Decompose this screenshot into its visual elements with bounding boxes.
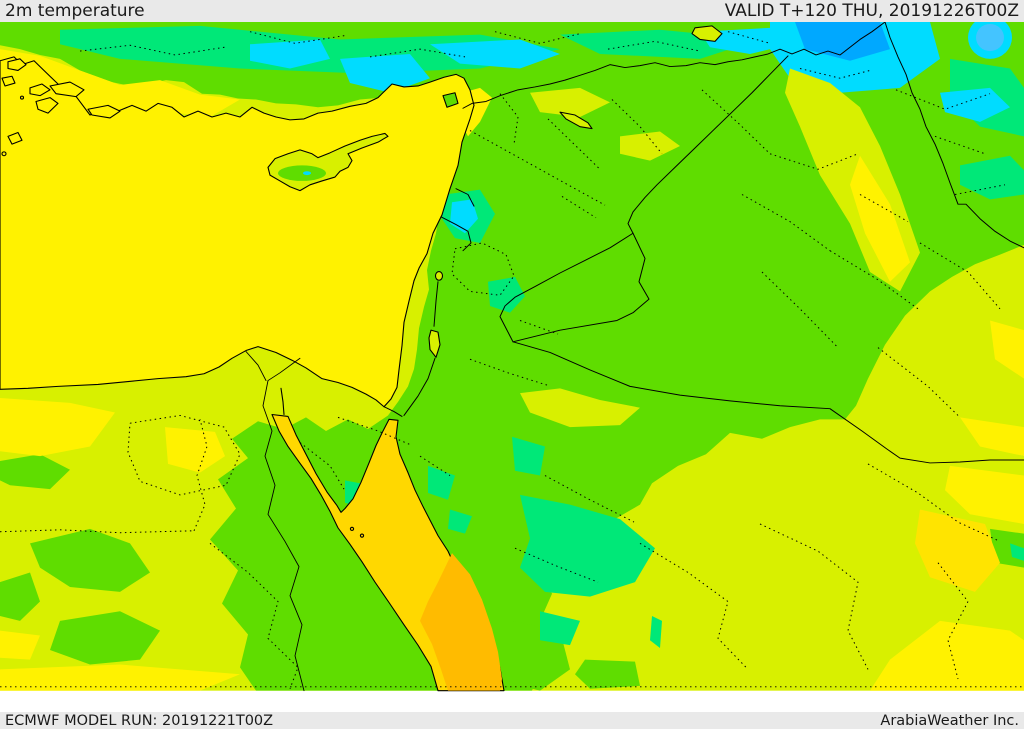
chart-syria-1 <box>530 87 610 117</box>
red-sea-layer <box>271 387 505 692</box>
yellow-egypt-cairo <box>165 427 225 473</box>
spring-saudi-west-2 <box>520 494 655 597</box>
temperature-map <box>0 22 1024 712</box>
red-sea-islet-2 <box>359 533 365 538</box>
spring-tabuk-1 <box>428 465 455 500</box>
spring-jabal-druze <box>488 276 525 313</box>
lakes-layer <box>428 25 723 358</box>
spring-ne-2 <box>960 155 1024 200</box>
green-egypt-west-4 <box>0 454 70 490</box>
turkey-lake-east <box>691 25 723 42</box>
small-island-dot-2 <box>1 151 7 157</box>
spring-saudi-west-1 <box>512 436 545 476</box>
spring-sliver <box>650 616 662 649</box>
cyan-turkey-1 <box>250 39 330 69</box>
cyan-turkey-4 <box>700 27 790 54</box>
border-lebanon-north <box>455 188 475 207</box>
chart-south-jordan <box>520 388 640 428</box>
yellow-egypt-sw-2 <box>0 630 40 660</box>
yellow-aegean-land <box>0 49 240 122</box>
green-main-region <box>0 22 1024 691</box>
border-jordan-iraq-saudi-zigzag <box>512 232 650 343</box>
spring-tabuk-2 <box>448 509 472 534</box>
border-lebanon-south <box>440 216 472 252</box>
spring-east-dot <box>1010 543 1024 561</box>
yellow-egypt-sw-band <box>0 664 240 691</box>
green-egypt-west-1 <box>30 528 150 592</box>
aegean-islands <box>1 58 121 145</box>
cyan-turkey-3 <box>430 39 560 69</box>
border-arava <box>403 357 436 416</box>
temperature-map-svg <box>0 22 1024 692</box>
cyprus-cold-spot <box>303 171 311 176</box>
green-egypt-west-2 <box>50 611 160 665</box>
cyprus-interior <box>278 165 326 181</box>
credit-label: ArabiaWeather Inc. <box>880 712 1019 729</box>
yellow-kuwait <box>960 417 1024 457</box>
suez-canal <box>280 387 285 416</box>
border-iraq-iran <box>884 22 1024 249</box>
yellow-saudi-east-1 <box>945 465 1024 524</box>
border-syria-iraq <box>627 55 789 234</box>
blue-light-ne <box>976 23 1004 52</box>
yellow-east-iraq <box>990 320 1024 379</box>
small-island-dot <box>19 95 25 100</box>
border-turkey-syria-iraq <box>462 22 886 109</box>
footer-bar: ECMWF MODEL RUN: 20191221T00Z ArabiaWeat… <box>0 712 1024 729</box>
spring-saudi-west-3 <box>540 611 580 646</box>
green-saudi-south-1 <box>575 659 640 689</box>
sea-of-galilee <box>434 271 444 281</box>
country-borders <box>383 22 1024 464</box>
turkey-lake-small <box>442 92 459 108</box>
cyan-turkey-2 <box>340 53 430 93</box>
border-egypt-israel <box>383 406 403 417</box>
model-run-label: ECMWF MODEL RUN: 20191221T00Z <box>5 712 274 729</box>
yellow-egypt-nw <box>0 398 115 457</box>
chart-syria-2 <box>620 131 680 161</box>
header-bar: 2m temperature VALID T+120 THU, 20191226… <box>0 0 1024 22</box>
border-jordan-river <box>433 281 439 327</box>
warm-land-layer <box>0 49 1024 691</box>
map-title: 2m temperature <box>5 1 145 21</box>
green-layer <box>0 22 1024 691</box>
red-sea-islet-1 <box>349 526 355 531</box>
admin-boundaries <box>0 31 1024 689</box>
dead-sea <box>428 329 441 358</box>
cyan-blue-layer <box>250 22 1012 234</box>
rivers-layer <box>245 351 305 692</box>
mediterranean-layer <box>0 56 475 408</box>
yellow-tigris-core <box>850 155 910 282</box>
goldlight-saudi <box>915 509 1000 592</box>
cyan-ne-corner <box>940 87 1010 122</box>
nile-river <box>245 351 305 692</box>
valid-time-label: VALID T+120 THU, 20191226T00Z <box>724 1 1019 21</box>
yellow-saudi-se <box>870 620 1024 691</box>
red-sea-warm-core <box>420 553 502 691</box>
border-saudi-iraq-long <box>512 341 1024 464</box>
blue-niraq-core <box>795 22 890 61</box>
green-egypt-west-3 <box>0 572 40 621</box>
admin-dotted-lines <box>0 31 1024 689</box>
lake-assad <box>559 111 593 130</box>
border-syria-jordan <box>499 232 634 343</box>
